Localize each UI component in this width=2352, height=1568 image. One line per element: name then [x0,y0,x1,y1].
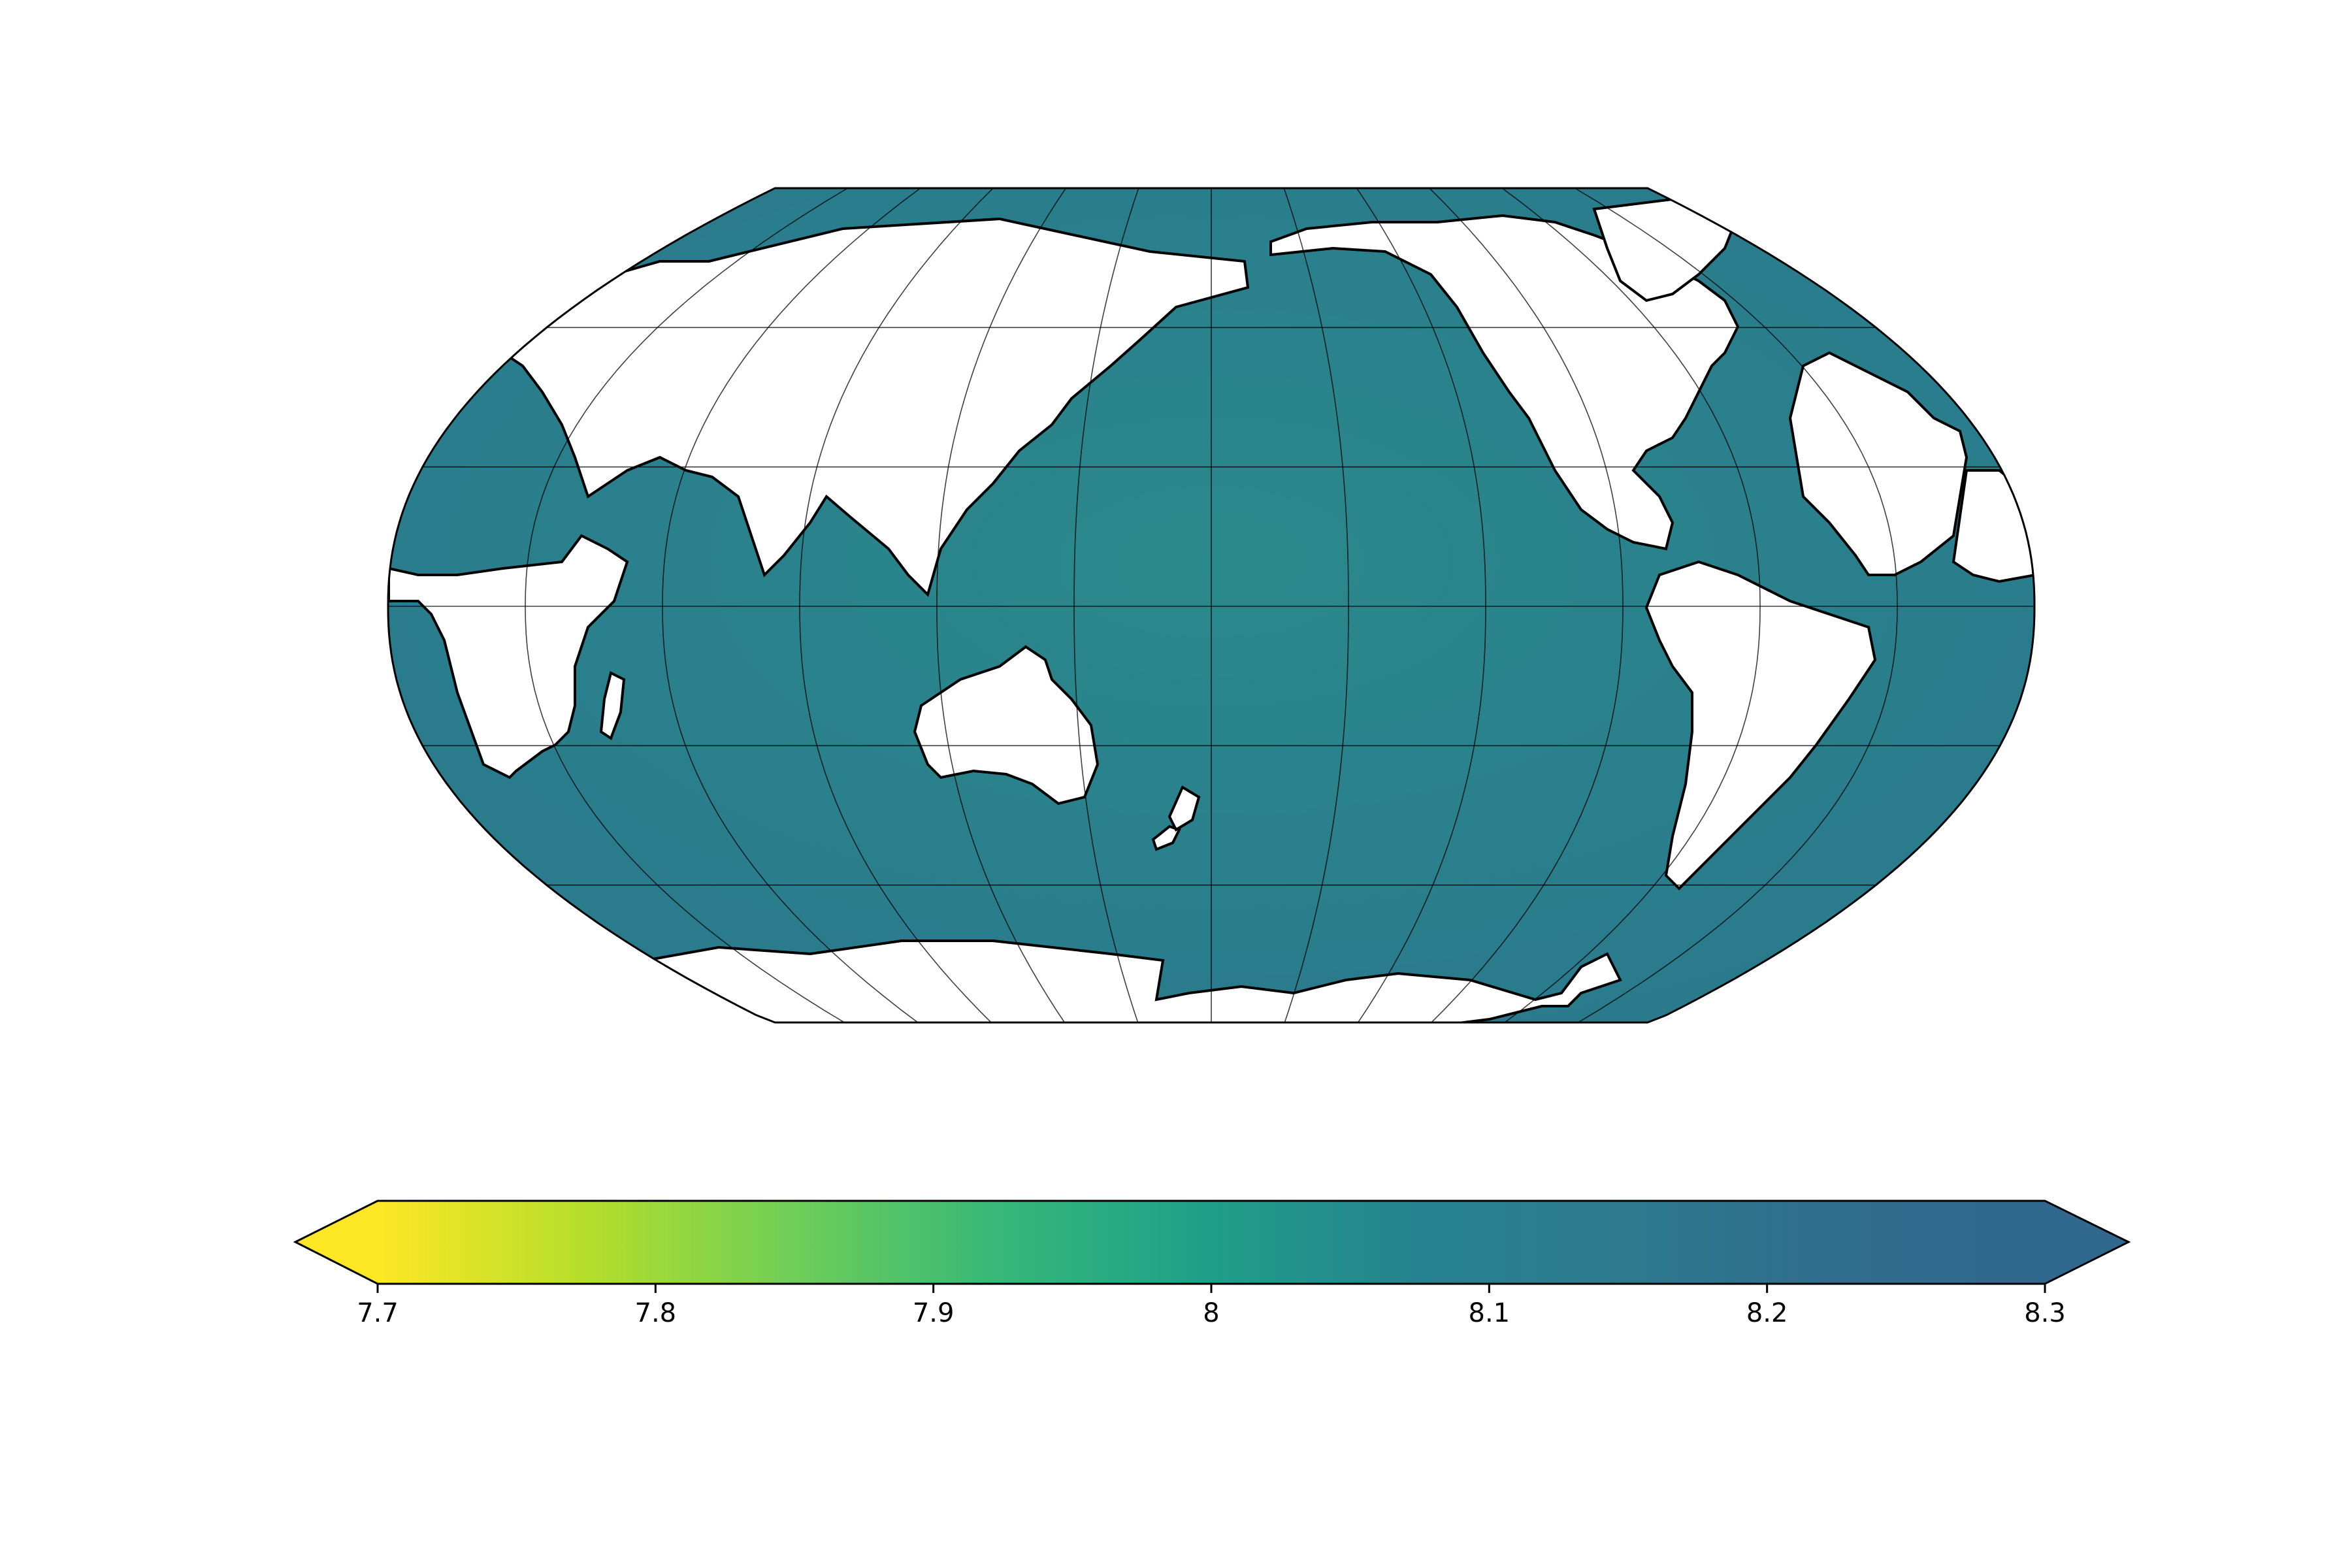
colorbar-tick-label: 7.7 [357,1298,399,1328]
world-map [387,187,2036,1024]
land-west-africa [1952,469,2034,583]
graticule-lon [1356,188,1486,1022]
graticule-lon [799,188,994,1022]
colorbar: 7.7 7.8 7.9 8 8.1 8.2 8.3 [293,1200,2131,1328]
colorbar-extend-high [2045,1201,2129,1284]
graticule-lon [525,188,848,1022]
graticule-lon [1575,188,1898,1022]
colorbar-gradient [378,1201,2045,1284]
graticule-lon [1073,188,1139,1022]
graticule-lon [1283,188,1349,1022]
colorbar-tick-label: 8.3 [2024,1298,2066,1328]
land-africa [388,534,629,779]
land-australia [913,645,1100,806]
map-boundary [387,187,2036,1024]
land-madagascar [599,671,626,741]
graticule-lon [1429,188,1624,1022]
colorbar-tick-label: 7.9 [913,1298,955,1328]
colorbar-tick-label: 8.2 [1746,1298,1788,1328]
land-masses [388,197,2034,1022]
colorbar-tick-label: 7.8 [635,1298,677,1328]
colorbar-tick-label: 8 [1203,1298,1219,1328]
colorbar-tick-label: 8.1 [1469,1298,1511,1328]
land-new-zealand [1151,785,1201,851]
land-antarctica [625,939,1622,1022]
graticule [388,188,2034,1022]
land-south-america [1644,560,1877,890]
graticule-lon [662,188,921,1022]
colorbar-extend-low [295,1201,378,1284]
graticule-lon [936,188,1067,1022]
land-west-europe [1788,351,1968,576]
colorbar-ticks: 7.7 7.8 7.9 8 8.1 8.2 8.3 [357,1284,2066,1328]
land-north-america [1269,214,1740,551]
graticule-lon [1501,188,1761,1022]
